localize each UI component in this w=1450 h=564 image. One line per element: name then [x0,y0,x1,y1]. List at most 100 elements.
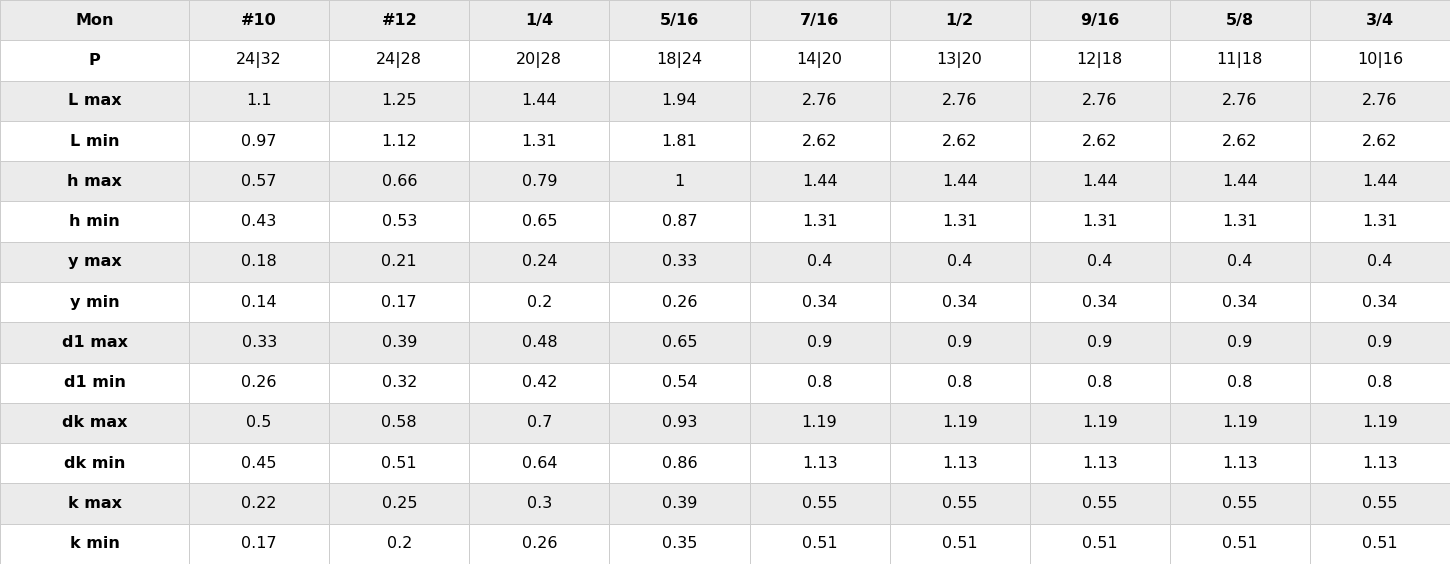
Text: 0.34: 0.34 [802,294,837,310]
Text: 1.19: 1.19 [1082,416,1118,430]
Bar [0,201,1450,242]
Text: 1.44: 1.44 [522,93,557,108]
Text: 11|18: 11|18 [1217,52,1263,68]
Text: 0.55: 0.55 [942,496,977,511]
Text: 0.66: 0.66 [381,174,418,189]
Text: 1.44: 1.44 [1362,174,1398,189]
Text: 0.55: 0.55 [802,496,837,511]
Text: k max: k max [68,496,122,511]
Text: 1.31: 1.31 [942,214,977,229]
Bar [0,242,1450,282]
Text: d1 max: d1 max [61,335,128,350]
Text: 0.51: 0.51 [802,536,838,552]
Text: dk min: dk min [64,456,125,471]
Text: k min: k min [70,536,119,552]
Text: 0.9: 0.9 [806,335,832,350]
Text: 1.13: 1.13 [1362,456,1398,471]
Text: 1.31: 1.31 [1082,214,1118,229]
Text: 0.51: 0.51 [1222,536,1257,552]
Text: 0.79: 0.79 [522,174,557,189]
Text: 1.1: 1.1 [247,93,273,108]
Text: 0.55: 0.55 [1082,496,1118,511]
Text: 1.31: 1.31 [1222,214,1257,229]
Text: 1.12: 1.12 [381,134,418,148]
Text: y min: y min [70,294,119,310]
Text: 2.62: 2.62 [802,134,837,148]
Text: 1.13: 1.13 [942,456,977,471]
Text: 0.21: 0.21 [381,254,418,270]
Text: 2.62: 2.62 [1222,134,1257,148]
Text: 2.62: 2.62 [1362,134,1398,148]
Text: 0.9: 0.9 [1367,335,1392,350]
Bar [0,403,1450,443]
Text: 0.51: 0.51 [1362,536,1398,552]
Text: 0.54: 0.54 [661,375,697,390]
Text: 0.2: 0.2 [387,536,412,552]
Text: 2.76: 2.76 [1362,93,1398,108]
Text: y max: y max [68,254,122,270]
Text: 0.51: 0.51 [381,456,418,471]
Text: 0.34: 0.34 [1222,294,1257,310]
Text: 2.76: 2.76 [1222,93,1257,108]
Text: 0.87: 0.87 [661,214,697,229]
Text: 1.19: 1.19 [1222,416,1257,430]
Text: 0.8: 0.8 [947,375,973,390]
Text: 0.55: 0.55 [1222,496,1257,511]
Text: 1.44: 1.44 [942,174,977,189]
Text: 0.39: 0.39 [661,496,697,511]
Text: 0.57: 0.57 [242,174,277,189]
Bar [0,483,1450,524]
Text: 24|28: 24|28 [377,52,422,68]
Text: #12: #12 [381,12,418,28]
Text: 0.43: 0.43 [242,214,277,229]
Text: 0.33: 0.33 [661,254,697,270]
Text: 0.24: 0.24 [522,254,557,270]
Text: 5/8: 5/8 [1225,12,1254,28]
Text: 0.22: 0.22 [242,496,277,511]
Text: 1.19: 1.19 [802,416,838,430]
Bar [0,524,1450,564]
Text: 0.53: 0.53 [381,214,418,229]
Text: h min: h min [70,214,120,229]
Text: 0.34: 0.34 [942,294,977,310]
Text: 0.42: 0.42 [522,375,557,390]
Text: 1.44: 1.44 [1222,174,1257,189]
Bar [0,363,1450,403]
Text: 0.4: 0.4 [947,254,973,270]
Text: 0.4: 0.4 [806,254,832,270]
Text: 1.13: 1.13 [1222,456,1257,471]
Text: 0.55: 0.55 [1362,496,1398,511]
Text: 1.81: 1.81 [661,134,697,148]
Text: 0.5: 0.5 [247,416,271,430]
Text: 1.13: 1.13 [802,456,838,471]
Bar [0,322,1450,363]
Text: 1.13: 1.13 [1082,456,1118,471]
Text: d1 min: d1 min [64,375,126,390]
Text: 10|16: 10|16 [1357,52,1404,68]
Text: 0.86: 0.86 [661,456,697,471]
Text: 0.2: 0.2 [526,294,552,310]
Text: 0.51: 0.51 [942,536,977,552]
Text: #10: #10 [241,12,277,28]
Text: 1.25: 1.25 [381,93,418,108]
Text: 0.9: 0.9 [1227,335,1253,350]
Text: 0.4: 0.4 [1088,254,1112,270]
Text: 0.45: 0.45 [242,456,277,471]
Text: 12|18: 12|18 [1077,52,1122,68]
Text: 7/16: 7/16 [800,12,840,28]
Text: 18|24: 18|24 [657,52,703,68]
Text: 0.65: 0.65 [661,335,697,350]
Text: 0.26: 0.26 [522,536,557,552]
Text: 1.94: 1.94 [661,93,697,108]
Text: 1: 1 [674,174,684,189]
Text: 2.76: 2.76 [942,93,977,108]
Text: 3/4: 3/4 [1366,12,1393,28]
Text: 24|32: 24|32 [236,52,283,68]
Text: 1.19: 1.19 [942,416,977,430]
Text: 0.8: 0.8 [1227,375,1253,390]
Text: 0.51: 0.51 [1082,536,1118,552]
Text: 0.26: 0.26 [242,375,277,390]
Text: dk max: dk max [62,416,128,430]
Text: 0.97: 0.97 [242,134,277,148]
Bar [0,40,1450,81]
